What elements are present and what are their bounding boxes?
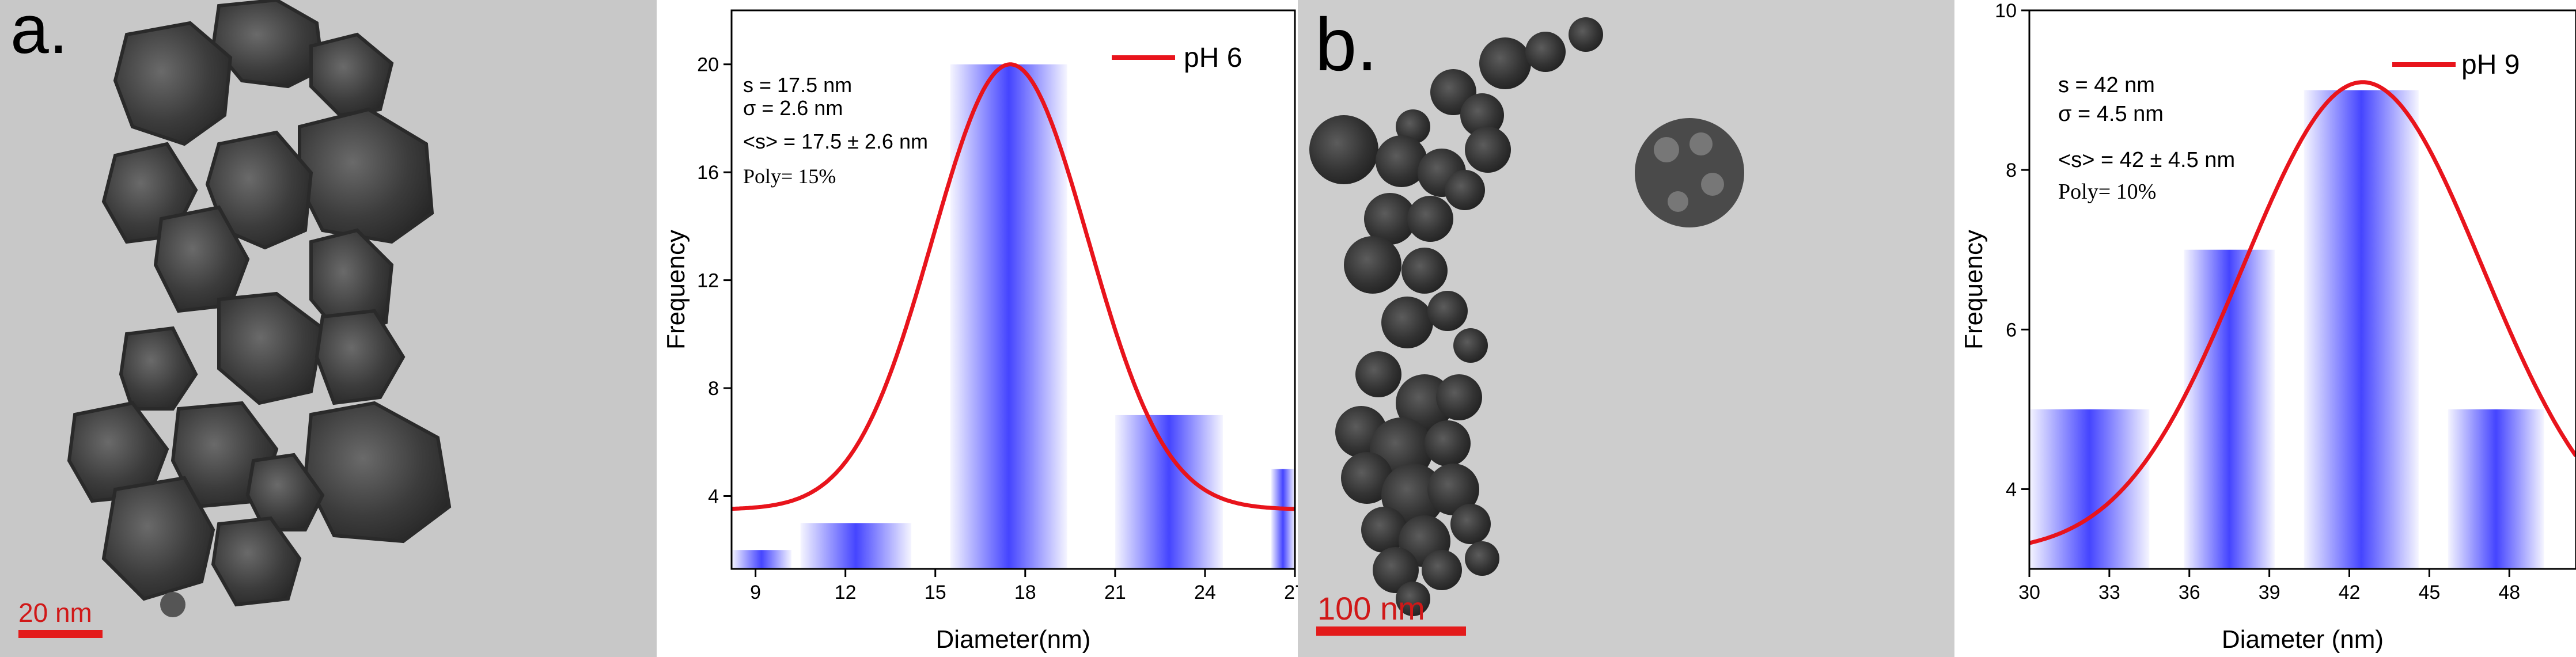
panel-letter-a: a.	[10, 0, 68, 68]
annotation-4: Poly= 10%	[2058, 180, 2156, 204]
annotation-4: Poly= 15%	[743, 165, 836, 188]
histogram-bar	[2304, 90, 2419, 569]
histogram-bar	[2448, 409, 2544, 569]
x-tick-label: 48	[2498, 582, 2520, 603]
panel-letter-b: b.	[1315, 2, 1377, 86]
y-tick-label: 20	[697, 54, 719, 76]
histogram-panel-a: 9 12 15 18 21 24 27 4 8 12 16 20 Diameter(nm) Frequen…	[657, 0, 1298, 657]
tem-image-b: b. 100 nm	[1298, 0, 1954, 657]
x-tick-label: 9	[750, 582, 761, 603]
histogram-chart-b: 30 33 36 39 42 45 48 4 6 8 10 Diameter (nm) Frequenc…	[1960, 0, 2576, 654]
x-tick-label: 33	[2098, 582, 2120, 603]
x-tick-label: 12	[835, 582, 857, 603]
scale-bar-label-b: 100 nm	[1317, 590, 1425, 626]
x-axis-label: Diameter(nm)	[936, 625, 1091, 654]
annotation-2: σ = 4.5 nm	[2058, 102, 2164, 126]
histogram-bar	[732, 550, 792, 569]
nanoparticles-b	[1309, 17, 1603, 616]
y-tick-label: 12	[697, 270, 719, 292]
y-axis-label: Frequency	[1960, 230, 1988, 350]
tem-image-a: a. 20 nm	[0, 0, 657, 657]
scale-bar-b	[1316, 626, 1466, 636]
plot-frame	[2028, 9, 2576, 570]
nanoparticles-a	[67, 0, 452, 607]
tem-image-panel-a: a. 20 nm	[0, 0, 657, 657]
histogram-bar	[800, 523, 912, 569]
annotation-3: <s> = 42 ± 4.5 nm	[2058, 148, 2235, 172]
fit-curve-ph-6	[731, 62, 1295, 511]
histogram-bar	[2029, 409, 2150, 569]
histogram-panel-b: 30 33 36 39 42 45 48 4 6 8 10 Diameter (nm) Frequenc…	[1954, 0, 2576, 657]
x-tick-label: 18	[1014, 582, 1036, 603]
y-axis-label: Frequency	[662, 230, 690, 350]
x-tick-label: 30	[2018, 582, 2040, 603]
particle-cluster-b	[1635, 118, 1744, 227]
annotation-1: s = 42 nm	[2058, 73, 2155, 97]
x-tick-label: 42	[2339, 582, 2361, 603]
x-tick-label: 36	[2179, 582, 2200, 603]
y-tick-label: 16	[697, 162, 719, 184]
annotation-1: s = 17.5 nm	[743, 73, 852, 97]
x-tick-label: 27	[1284, 582, 1298, 603]
y-tick-label: 10	[1995, 0, 2017, 22]
annotation-3: <s> = 17.5 ± 2.6 nm	[743, 130, 928, 153]
annotation-2: σ = 2.6 nm	[743, 96, 843, 120]
y-tick-label: 4	[708, 485, 719, 507]
x-axis-label: Diameter (nm)	[2222, 625, 2384, 654]
scale-bar-a	[18, 630, 103, 638]
plot-frame	[730, 9, 1296, 570]
scale-bar-label-a: 20 nm	[18, 598, 92, 628]
y-tick-label: 8	[708, 378, 719, 400]
x-tick-label: 39	[2259, 582, 2280, 603]
x-tick-label: 24	[1194, 582, 1216, 603]
legend-label: pH 6	[1184, 43, 1242, 73]
x-tick-label: 15	[925, 582, 946, 603]
fit-curve-ph-9	[2029, 80, 2576, 545]
x-tick-label: 45	[2418, 582, 2440, 603]
y-tick-label: 6	[2006, 319, 2017, 341]
histogram-chart-a: 9 12 15 18 21 24 27 4 8 12 16 20 Diameter(nm) Frequen…	[662, 9, 1298, 654]
x-tick-label: 21	[1104, 582, 1126, 603]
y-tick-label: 8	[2006, 159, 2017, 181]
y-tick-label: 4	[2006, 478, 2017, 500]
legend-label: pH 9	[2461, 50, 2520, 80]
tem-image-panel-b: b. 100 nm	[1298, 0, 1954, 657]
histogram-bar	[950, 64, 1067, 569]
histogram-bar	[1271, 469, 1295, 569]
